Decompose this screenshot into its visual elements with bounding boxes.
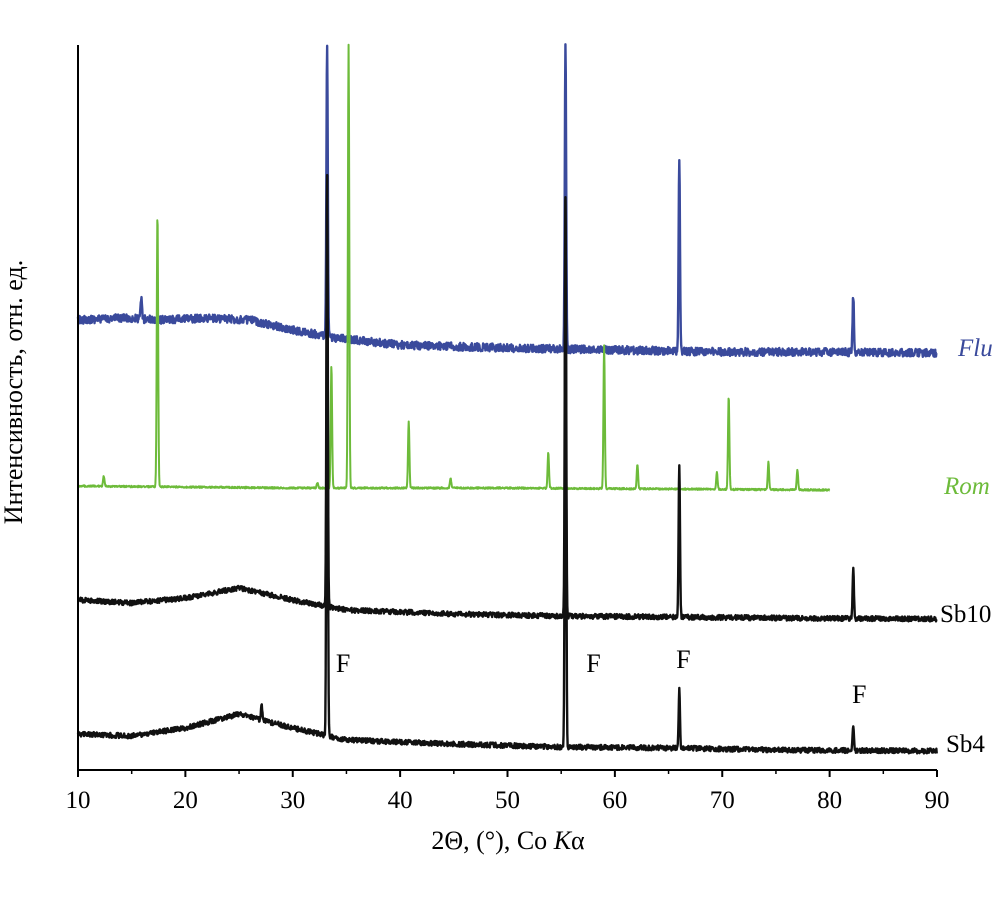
x-tick-label: 30	[280, 787, 305, 814]
x-tick-label: 70	[710, 787, 735, 814]
series-line-rom	[77, 43, 831, 492]
plot-curves	[76, 43, 938, 755]
peak-annotation-f: F	[852, 680, 866, 709]
x-tick-label: 50	[495, 787, 520, 814]
peak-annotation-f: F	[676, 645, 690, 674]
x-tick-label: 10	[66, 787, 91, 814]
peak-annotation-f: F	[586, 649, 600, 678]
x-axis-title: 2Θ, (°), Co Kα	[431, 826, 585, 855]
series-label-sb4: Sb4	[946, 731, 985, 758]
axes	[77, 45, 937, 771]
peak-annotation-f: F	[336, 649, 350, 678]
series-label-sb10: Sb10	[940, 601, 991, 628]
series-line-sb10	[77, 173, 938, 623]
series-line-sb4	[76, 174, 938, 755]
y-axis-title: Интенсивность, отн. ед.	[0, 260, 28, 524]
x-ticks: 10 20 30 40 50 60 70 80 90	[66, 770, 950, 814]
x-tick-label: 40	[388, 787, 413, 814]
x-tick-label: 80	[817, 787, 842, 814]
series-line-flu	[76, 43, 938, 358]
series-label-flu: Flu	[957, 335, 993, 362]
peak-labels: F F F F	[336, 645, 867, 709]
x-tick-label: 60	[602, 787, 627, 814]
x-tick-label: 20	[173, 787, 198, 814]
series-label-rom: Rom	[943, 473, 990, 500]
series-labels: Flu Rom Sb10 Sb4	[940, 335, 993, 758]
x-tick-label: 90	[925, 787, 950, 814]
